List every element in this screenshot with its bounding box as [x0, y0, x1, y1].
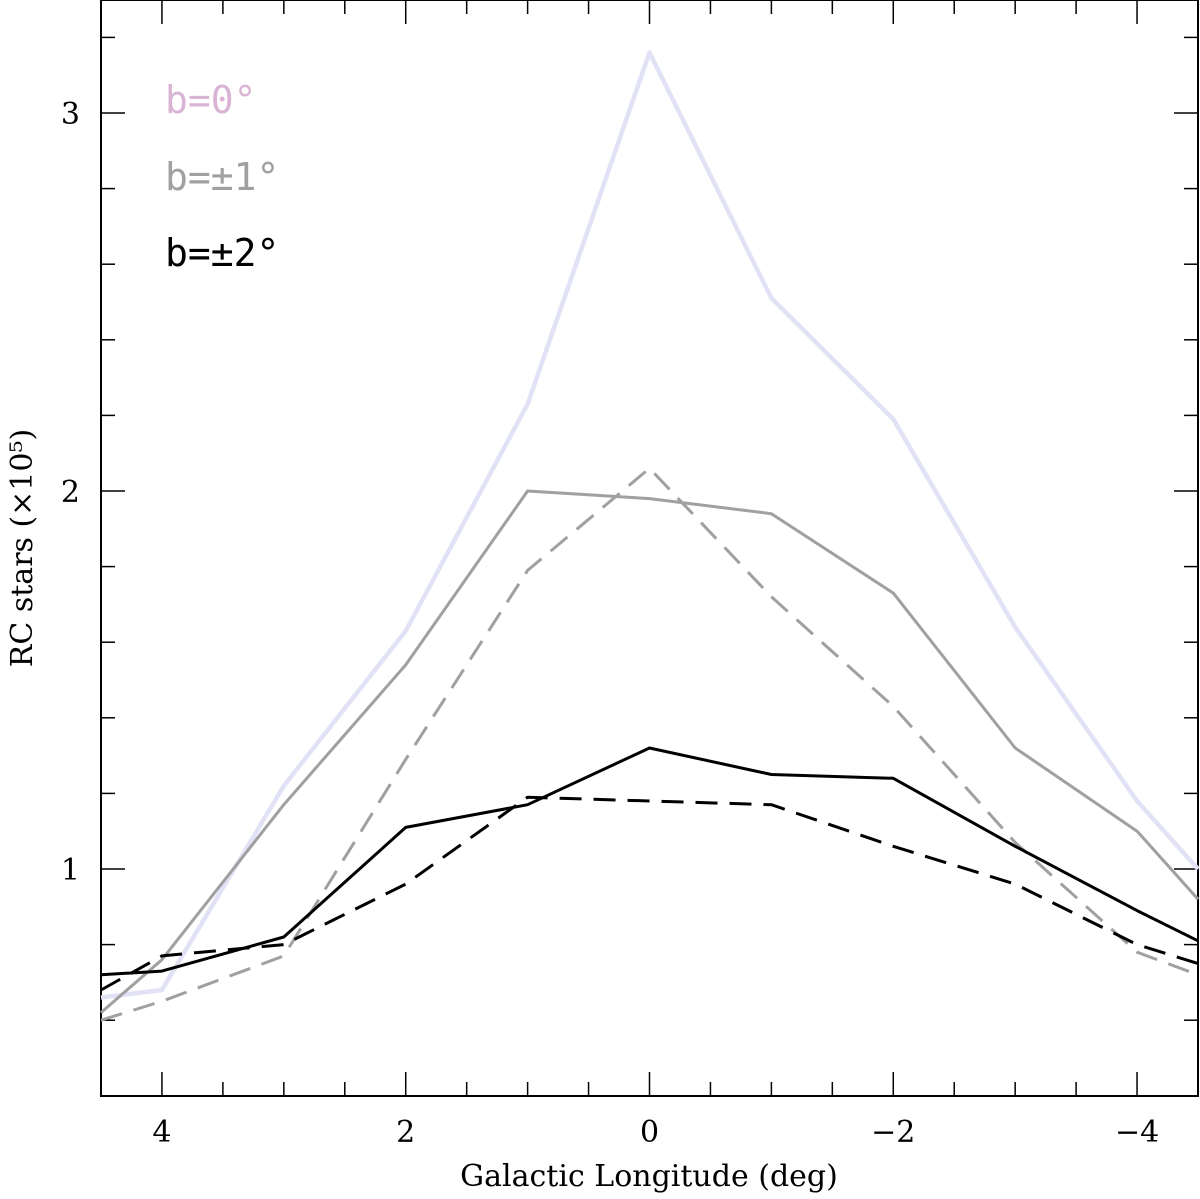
y-tick-label: 2: [61, 475, 80, 510]
series-line-2: [100, 489, 1200, 1014]
series-line-5: [100, 795, 1199, 992]
x-axis-title: Galactic Longitude (deg): [460, 1159, 838, 1194]
series-line-4: [100, 746, 1199, 977]
series-line-3: [100, 466, 1199, 1022]
y-tick-label: 1: [61, 853, 80, 888]
legend-label-b2: b=±2°: [165, 231, 279, 275]
y-tick-label: 3: [61, 97, 80, 132]
legend-label-b1: b=±1°: [165, 155, 279, 199]
x-tick-label: −4: [1115, 1115, 1159, 1150]
axis-ticks: [100, 0, 1199, 1096]
y-axis-title: RC stars (×10⁵): [5, 429, 40, 667]
legend-label-b0: b=0°: [165, 78, 257, 122]
x-tick-label: −2: [871, 1115, 915, 1150]
series-line-1: [100, 50, 1200, 1000]
x-tick-label: 4: [152, 1115, 171, 1150]
x-tick-label: 2: [396, 1115, 415, 1150]
tick-labels: 4 2 0 −2 −4 1 2 3: [61, 97, 1159, 1150]
x-tick-label: 0: [640, 1115, 659, 1150]
series-layer: [100, 50, 1200, 1022]
